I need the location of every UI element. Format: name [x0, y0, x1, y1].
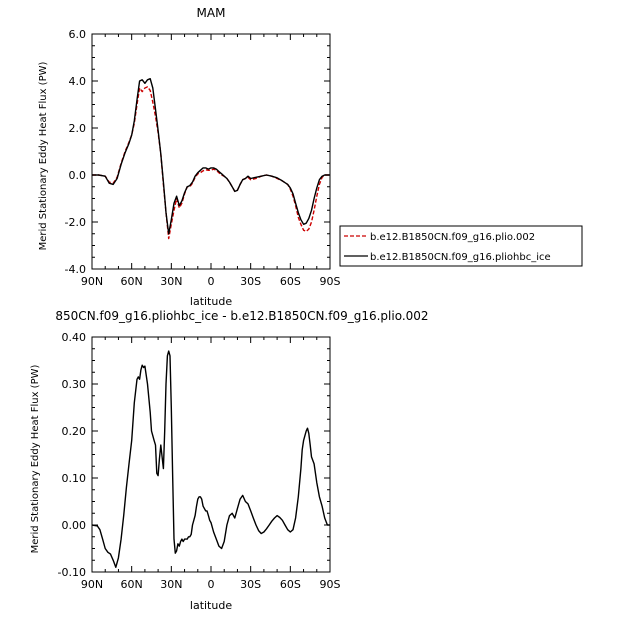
- top-chart-xtick-label: 60S: [280, 275, 301, 288]
- legend-label-plio: b.e12.B1850CN.f09_g16.plio.002: [370, 232, 535, 243]
- bottom-chart-xtick-label: 30S: [240, 578, 261, 591]
- bottom-chart: 850CN.f09_g16.pliohbc_ice - b.e12.B1850C…: [30, 309, 429, 612]
- bottom-chart-xtick-label: 60S: [280, 578, 301, 591]
- top-chart-ytick-label: 4.0: [69, 75, 87, 88]
- top-chart-ytick-label: -4.0: [65, 263, 86, 276]
- legend-box: [339, 225, 583, 267]
- bottom-chart-xtick-label: 0: [208, 578, 215, 591]
- top-chart-plot-frame: [91, 33, 331, 270]
- bottom-chart-ytick-label: 0.10: [62, 472, 87, 485]
- bottom-chart-ytick-label: 0.40: [62, 331, 87, 344]
- top-chart: MAM -4.0 -2.0 0.0 2.0 4.0 6.0 90N 60N 30N 0 30S 60…: [38, 6, 583, 308]
- bottom-chart-ytick-label: -0.10: [58, 566, 86, 579]
- bottom-chart-xtick-label: 90N: [81, 578, 103, 591]
- top-chart-xtick-label: 0: [208, 275, 215, 288]
- bottom-chart-ytick-label: 0.30: [62, 378, 87, 391]
- top-chart-ytick-label: 6.0: [69, 28, 87, 41]
- bottom-chart-ylabel: Merid Stationary Eddy Heat Flux (PW): [30, 365, 41, 554]
- top-chart-xtick-label: 90S: [320, 275, 341, 288]
- bottom-chart-xtick-label: 30N: [160, 578, 182, 591]
- legend: b.e12.B1850CN.f09_g16.plio.002 b.e12.B18…: [339, 225, 583, 267]
- top-chart-xtick-label: 60N: [121, 275, 143, 288]
- top-chart-ytick-label: -2.0: [65, 216, 86, 229]
- bottom-chart-series-line-0: [91, 350, 330, 568]
- bottom-chart-ytick-label: 0.20: [62, 425, 87, 438]
- top-chart-xtick-label: 30S: [240, 275, 261, 288]
- top-chart-xlabel: latitude: [190, 295, 232, 308]
- bottom-chart-xlabel: latitude: [190, 599, 232, 612]
- top-chart-series-line-0: [92, 86, 330, 240]
- bottom-chart-xtick-label: 60N: [121, 578, 143, 591]
- top-chart-title: MAM: [197, 6, 226, 20]
- top-chart-series-line-1: [92, 77, 330, 235]
- legend-label-pliohbc-ice: b.e12.B1850CN.f09_g16.pliohbc_ice: [370, 252, 551, 263]
- top-chart-ytick-label: 0.0: [69, 169, 87, 182]
- top-chart-xtick-label: 30N: [160, 275, 182, 288]
- top-chart-ytick-label: 2.0: [69, 122, 87, 135]
- top-chart-ylabel: Merid Stationary Eddy Heat Flux (PW): [38, 62, 49, 251]
- bottom-chart-ytick-label: 0.00: [62, 519, 87, 532]
- bottom-chart-xtick-label: 90S: [320, 578, 341, 591]
- top-chart-xtick-label: 90N: [81, 275, 103, 288]
- bottom-chart-plot-frame: [91, 336, 331, 573]
- bottom-chart-title: 850CN.f09_g16.pliohbc_ice - b.e12.B1850C…: [55, 309, 428, 323]
